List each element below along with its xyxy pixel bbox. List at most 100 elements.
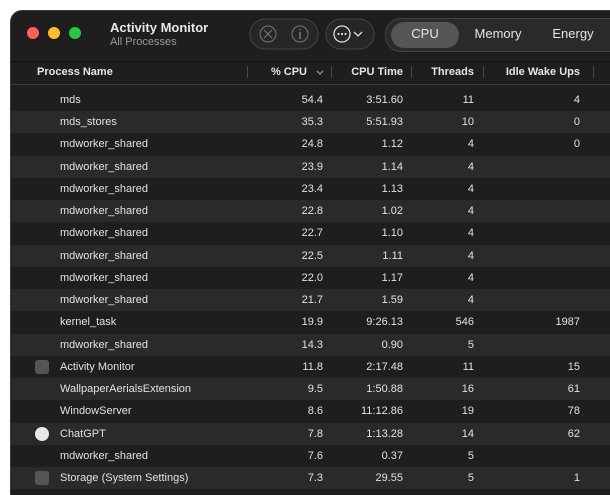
table-cell: 1.12 — [381, 138, 403, 151]
table-cell: 4 — [467, 205, 474, 218]
table-row[interactable] — [11, 400, 610, 423]
table-cell: 21.7 — [301, 294, 323, 307]
table-cell: mdworker_shared — [60, 449, 149, 462]
table-cell: 1 — [573, 472, 580, 485]
table-cell: mdworker_shared — [60, 338, 149, 351]
table-cell: 7.6 — [307, 449, 323, 462]
table-cell: 35.3 — [301, 116, 323, 129]
table-row[interactable] — [11, 311, 610, 334]
column-separator — [483, 66, 484, 78]
table-cell: 11 — [462, 94, 474, 106]
table-cell: 3:51.60 — [366, 94, 403, 106]
zoom-button[interactable] — [69, 27, 81, 39]
column-header[interactable]: % CPU — [270, 66, 307, 78]
column-header[interactable]: Threads — [431, 66, 474, 78]
table-row[interactable] — [11, 333, 610, 356]
table-row[interactable] — [11, 111, 610, 134]
column-separator — [247, 66, 248, 78]
table-cell: 9:26.13 — [366, 316, 403, 329]
table-cell: mdworker_shared — [60, 271, 149, 284]
table-row[interactable] — [11, 244, 610, 267]
table-cell: 4 — [467, 182, 474, 195]
table-cell: 5:51.93 — [366, 116, 403, 129]
table-row[interactable] — [11, 467, 610, 490]
table-cell: 0 — [573, 116, 580, 129]
table-cell: 10 — [461, 116, 474, 129]
toolbar-buttons — [249, 18, 375, 50]
table-cell: 19.9 — [301, 316, 323, 329]
window: Activity Monitor All Processes CPU Memor… — [10, 10, 610, 495]
column-header[interactable]: CPU Time — [351, 66, 403, 78]
window-title: Activity Monitor — [110, 20, 209, 35]
column-separator — [593, 66, 594, 78]
table-cell: 0.37 — [381, 449, 403, 462]
table-row[interactable] — [11, 133, 610, 156]
table-cell: 7.3 — [307, 472, 323, 485]
table-cell: mdworker_shared — [60, 160, 149, 173]
table-cell: 2:17.48 — [366, 360, 403, 373]
table-row[interactable] — [11, 222, 610, 245]
table-cell: 1.02 — [381, 205, 403, 218]
table-cell: 24.8 — [301, 138, 323, 151]
table-row[interactable] — [11, 155, 610, 178]
table-cell: 23.9 — [301, 160, 323, 173]
table-row[interactable] — [11, 444, 610, 468]
table-cell: 1.10 — [381, 227, 403, 240]
traffic-lights — [27, 27, 81, 39]
more-button[interactable] — [325, 18, 375, 50]
info-button[interactable] — [291, 25, 309, 43]
column-separator — [411, 66, 412, 78]
column-header[interactable]: Idle Wake Ups — [505, 66, 580, 78]
close-button[interactable] — [27, 27, 39, 39]
app-icon — [35, 471, 49, 486]
minimize-button[interactable] — [48, 27, 60, 39]
table-cell: 0.90 — [381, 338, 403, 351]
table-row[interactable] — [11, 355, 610, 379]
table-cell: 1:13.28 — [366, 427, 403, 440]
table-cell: 22.7 — [301, 227, 323, 240]
tab[interactable]: CPU — [411, 26, 439, 41]
table-cell: 1.59 — [381, 294, 403, 307]
table-cell: mds — [60, 94, 81, 106]
table-cell: 1.14 — [381, 160, 403, 173]
stop-button[interactable] — [259, 25, 277, 43]
table-cell: 22.8 — [301, 205, 323, 218]
table-body: mds 54.4 3:51.60 11 4 mds_stores 35.3 5:51.93 10… — [11, 89, 610, 495]
column-header[interactable]: Process Name — [37, 66, 113, 78]
table-row[interactable] — [11, 89, 610, 112]
tab[interactable]: Energy — [552, 26, 594, 41]
table-row[interactable] — [11, 200, 610, 223]
table-row[interactable] — [11, 177, 610, 201]
table-cell: kernel_task — [60, 316, 117, 329]
table-cell: 1.17 — [381, 271, 403, 284]
table-cell: 54.4 — [301, 94, 323, 106]
sort-indicator — [316, 70, 324, 75]
table-cell: Storage (System Settings) — [60, 472, 189, 485]
table-cell: mdworker_shared — [60, 249, 149, 262]
table-row[interactable] — [11, 289, 610, 312]
table-cell: 61 — [567, 383, 580, 396]
table-cell: 15 — [567, 360, 580, 373]
table-cell: 5 — [467, 338, 474, 351]
table-header — [11, 61, 610, 85]
table-cell: 1987 — [555, 316, 580, 329]
table-row[interactable] — [11, 266, 610, 290]
table-cell: 4 — [467, 271, 474, 284]
tab[interactable]: Memory — [474, 26, 522, 41]
selected-tab-background — [391, 22, 459, 48]
table-cell: 29.55 — [375, 472, 403, 485]
table-cell: 7.8 — [307, 427, 323, 440]
table-cell: 4 — [467, 227, 474, 240]
table-cell: 4 — [467, 160, 474, 173]
table-cell: 4 — [467, 249, 474, 262]
table-cell: 14 — [461, 427, 474, 440]
table-cell: 78 — [567, 405, 580, 418]
table-cell: mdworker_shared — [60, 227, 149, 240]
table-row[interactable] — [11, 422, 610, 445]
table-cell: mdworker_shared — [60, 294, 149, 307]
table-cell: mdworker_shared — [60, 138, 149, 151]
table-cell: 4 — [467, 138, 474, 151]
table-cell: 23.4 — [301, 182, 323, 195]
table-cell: 9.5 — [307, 383, 323, 396]
table-row[interactable] — [11, 378, 610, 401]
